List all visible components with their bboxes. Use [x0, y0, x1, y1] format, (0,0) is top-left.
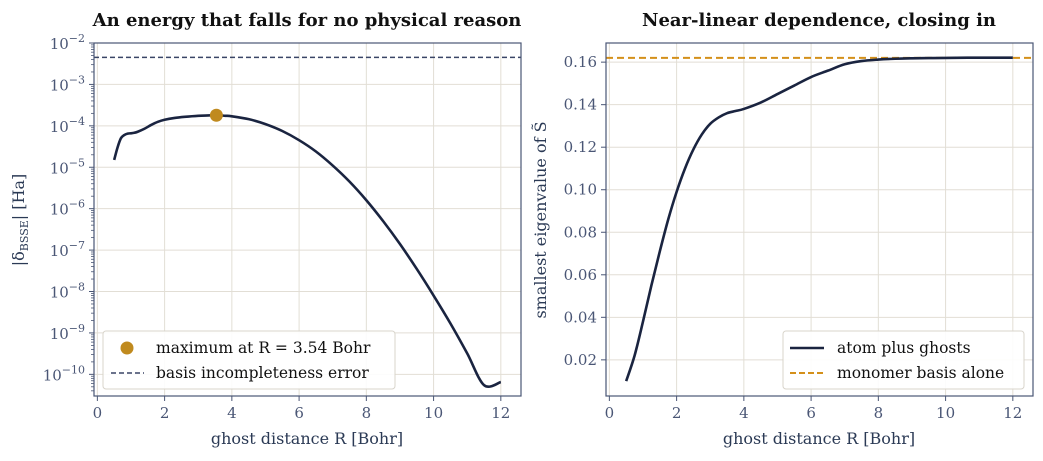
- left-xlabel: ghost distance R [Bohr]: [211, 429, 403, 448]
- legend-atom-ghosts-label: atom plus ghosts: [837, 339, 971, 357]
- x-tick-label: 10: [936, 404, 955, 422]
- x-tick-label: 6: [806, 404, 816, 422]
- maximum-marker: [209, 108, 223, 122]
- y-tick-label: 10−3: [50, 73, 85, 94]
- y-tick-label: 0.14: [564, 96, 597, 114]
- right-ylabel: smallest eigenvalue of S̃: [531, 121, 550, 318]
- legend-monomer-label: monomer basis alone: [837, 364, 1004, 382]
- x-tick-label: 8: [874, 404, 884, 422]
- right-curve: [624, 56, 1013, 382]
- right-xlabel: ghost distance R [Bohr]: [723, 429, 915, 448]
- x-tick-label: 12: [491, 404, 510, 422]
- y-tick-label: 0.16: [564, 53, 597, 71]
- left-ylabel: |δBSSE| [Ha]: [9, 174, 31, 266]
- left-legend-box: [102, 330, 396, 390]
- legend-basis-label: basis incompleteness error: [156, 364, 369, 382]
- right-plot-frame: [605, 42, 1034, 397]
- y-tick-label: 10−9: [50, 322, 85, 343]
- legend-marker-icon: [120, 341, 134, 355]
- left-curve: [112, 113, 502, 389]
- left-plot-frame: [93, 42, 522, 397]
- left-chart: An energy that falls for no physical rea…: [9, 10, 522, 448]
- x-tick-label: 6: [294, 404, 304, 422]
- y-tick-label: 10−8: [50, 281, 85, 302]
- y-tick-label: 0.08: [564, 223, 597, 241]
- right-ticks: 0 2 4 6 8 10 12 0.02 0.04 0.06 0.08 0.10 0.12 0.14 0.1…: [564, 53, 1023, 422]
- left-grid: [94, 42, 521, 396]
- x-tick-label: 2: [160, 404, 170, 422]
- x-tick-label: 2: [672, 404, 682, 422]
- y-tick-label: 0.10: [564, 181, 597, 199]
- legend-maximum-label: maximum at R = 3.54 Bohr: [156, 339, 371, 357]
- x-tick-label: 0: [93, 404, 103, 422]
- right-chart-title: Near-linear dependence, closing in: [642, 10, 996, 31]
- right-legend-box: [782, 330, 1025, 390]
- y-tick-label: 10−6: [50, 198, 85, 219]
- x-tick-label: 12: [1003, 404, 1022, 422]
- x-tick-label: 0: [605, 404, 615, 422]
- y-tick-label: 0.06: [564, 266, 597, 284]
- y-tick-label: 10−2: [50, 32, 85, 53]
- y-tick-label: 10−10: [43, 363, 85, 384]
- x-tick-label: 8: [362, 404, 372, 422]
- x-tick-label: 4: [227, 404, 237, 422]
- y-tick-label: 10−4: [50, 115, 85, 136]
- x-tick-label: 4: [739, 404, 749, 422]
- right-chart: Near-linear dependence, closing in 0 2 4 6 8…: [531, 10, 1034, 448]
- x-tick-label: 10: [424, 404, 443, 422]
- y-tick-label: 0.04: [564, 308, 597, 326]
- left-legend: maximum at R = 3.54 Bohr basis incomplet…: [102, 330, 396, 390]
- y-tick-label: 0.12: [564, 138, 597, 156]
- left-ticks: 0 2 4 6 8 10 12 10−10 10−9 10−8 10−7 10−6 10−5 10−4 10…: [43, 32, 511, 422]
- right-legend: atom plus ghosts monomer basis alone: [782, 330, 1025, 390]
- y-tick-label: 10−7: [50, 239, 85, 260]
- y-tick-label: 10−5: [50, 156, 85, 177]
- left-chart-title: An energy that falls for no physical rea…: [92, 10, 522, 31]
- y-tick-label: 0.02: [564, 351, 597, 369]
